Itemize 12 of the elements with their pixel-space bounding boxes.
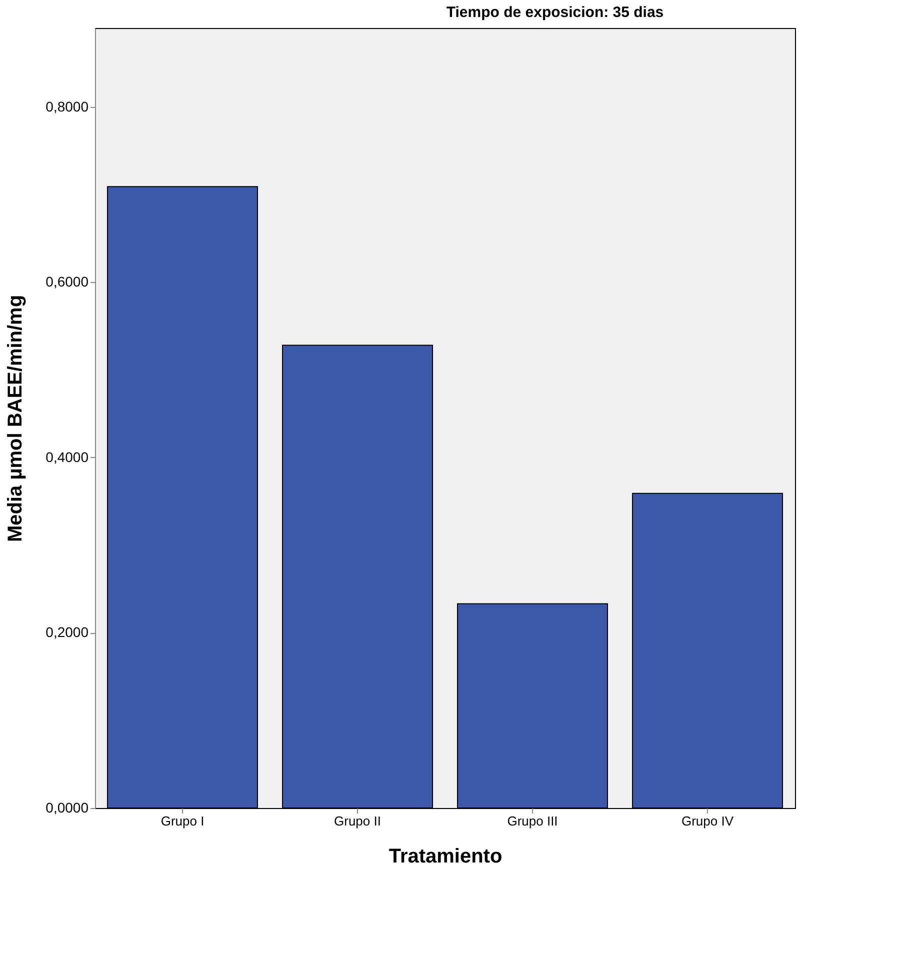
x-tick-label: Grupo III [507, 814, 558, 828]
chart-title: Tiempo de exposicion: 35 dias [446, 4, 664, 21]
x-tick-label: Grupo II [334, 814, 381, 828]
y-axis-title: Media µmol BAEE/min/mg [4, 294, 27, 542]
y-tick-label: 0,6000 [46, 274, 89, 290]
x-tick-label: Grupo IV [681, 814, 734, 828]
y-tick-label: 0,0000 [46, 800, 89, 816]
x-axis-title: Tratamiento [388, 846, 502, 868]
y-tick-label: 0,2000 [46, 624, 89, 640]
x-tick-label: Grupo I [160, 814, 204, 828]
y-tick-label: 0,8000 [46, 98, 89, 114]
y-tick-label: 0,4000 [46, 448, 89, 465]
